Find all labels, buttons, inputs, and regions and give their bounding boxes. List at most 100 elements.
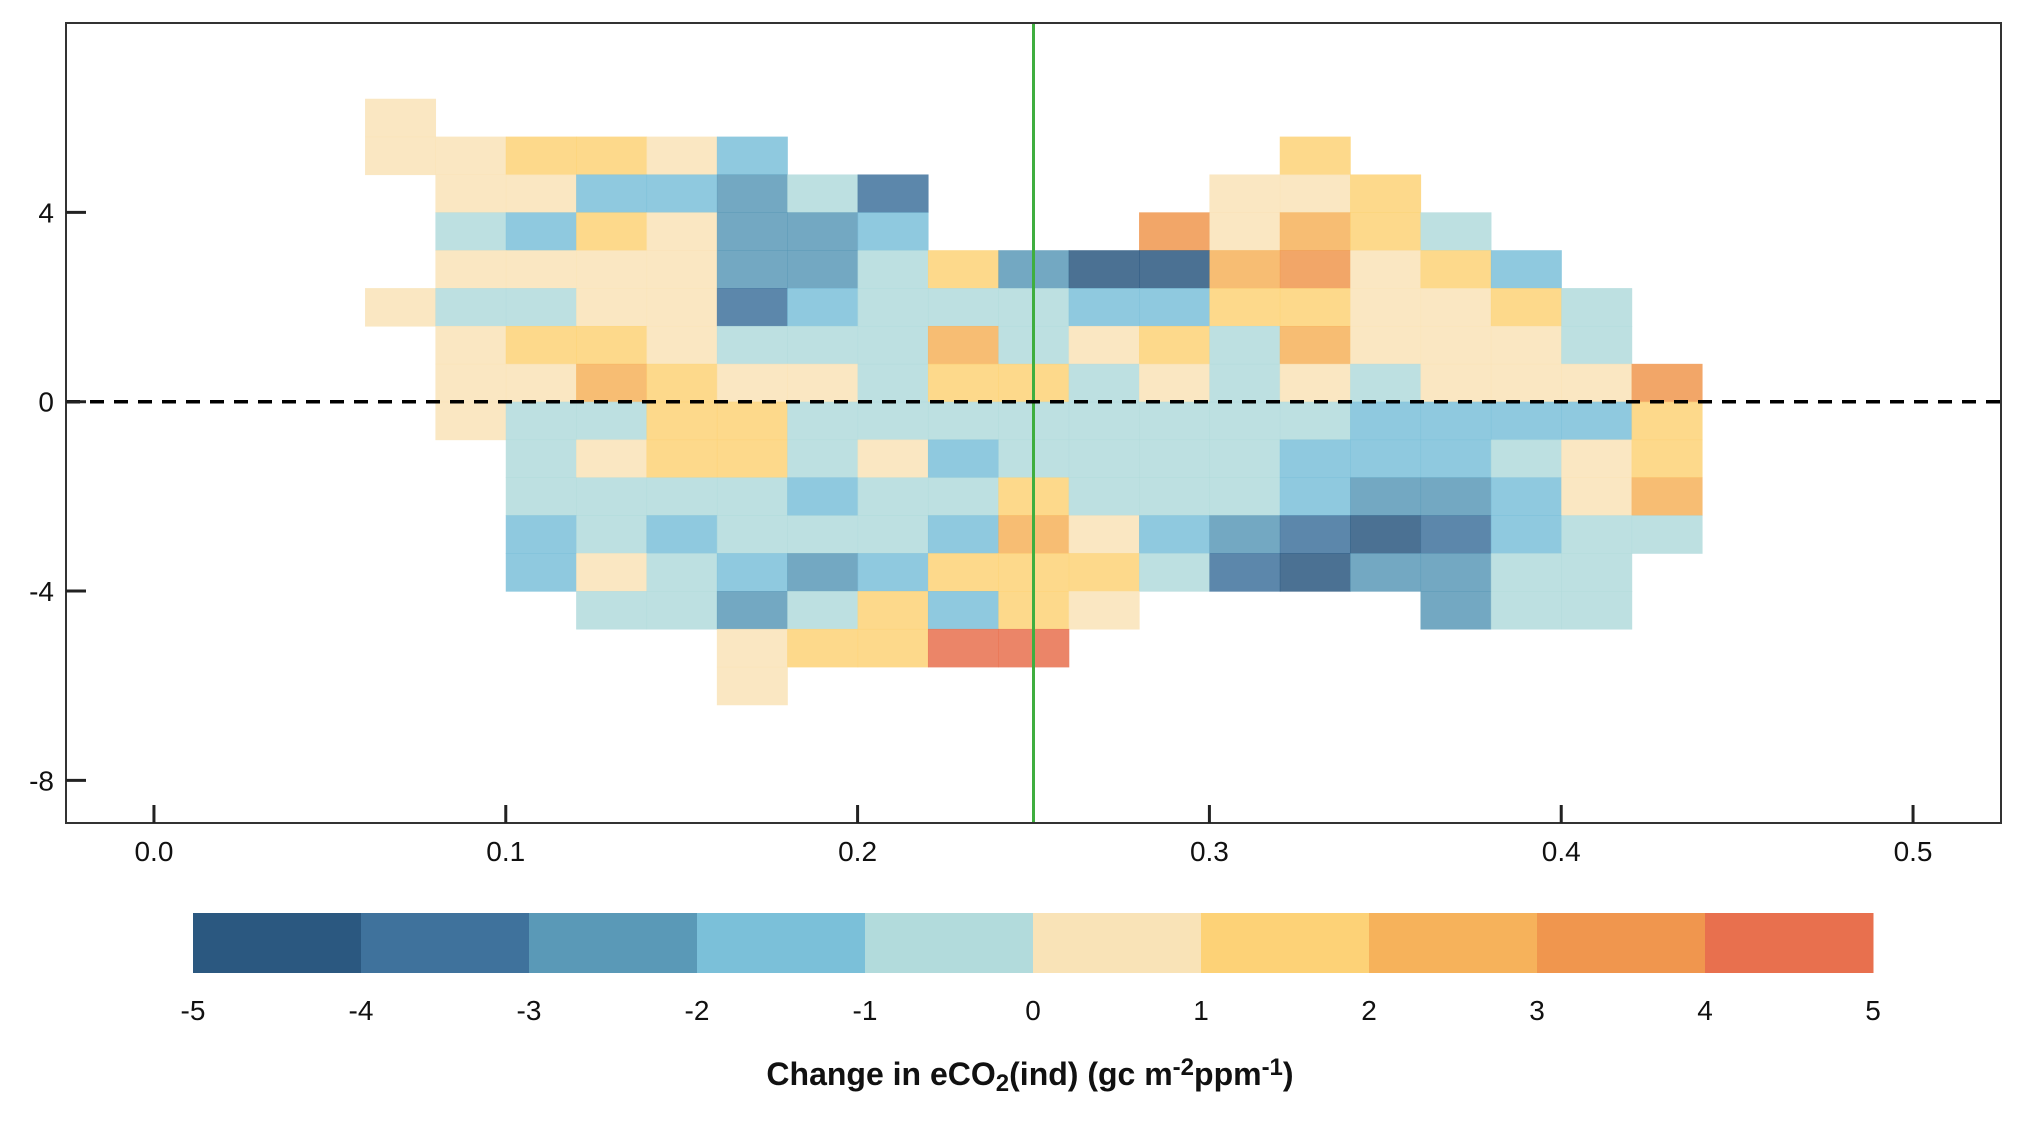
heatmap-cell xyxy=(646,439,718,479)
heatmap-cell xyxy=(1490,250,1562,289)
colorbar-segment xyxy=(1537,913,1706,973)
heatmap-cell xyxy=(857,628,929,668)
heatmap-cell xyxy=(576,439,648,479)
heatmap-cell xyxy=(857,439,929,479)
y-tick-label: 0 xyxy=(38,387,54,418)
heatmap-cell xyxy=(716,515,788,554)
heatmap-cell xyxy=(1279,401,1351,441)
heatmap-cell xyxy=(1279,439,1351,479)
heatmap-cell xyxy=(1350,401,1422,441)
heatmap-cell xyxy=(576,401,648,441)
plot-frame xyxy=(65,22,2002,824)
heatmap-cell xyxy=(1350,174,1422,213)
heatmap-cell xyxy=(1561,288,1633,327)
heatmap-cell xyxy=(716,174,788,213)
heatmap-cell xyxy=(505,439,577,479)
colorbar-ticks: -5 -4 -3 -2 -1 0 1 2 3 4 5 xyxy=(181,995,1881,1026)
colorbar-segment xyxy=(865,913,1034,973)
heatmap-cell xyxy=(1139,288,1211,327)
colorbar-segment xyxy=(1369,913,1538,973)
heatmap-cell xyxy=(927,515,999,554)
heatmap-cell xyxy=(1631,401,1703,441)
heatmap-cell xyxy=(857,174,929,213)
colorbar-tick-label: -5 xyxy=(181,995,206,1026)
heatmap-cell xyxy=(716,591,788,630)
heatmap-cell xyxy=(576,250,648,289)
colorbar-title: Change in eCO2(ind) (gc m-2ppm-1) xyxy=(766,1054,1293,1097)
heatmap-cell xyxy=(857,401,929,441)
heatmap-cell xyxy=(435,250,507,289)
heatmap-cell xyxy=(646,515,718,554)
heatmap-cell xyxy=(1561,439,1633,479)
y-tick-label: 4 xyxy=(38,197,54,228)
heatmap-cell xyxy=(927,477,999,516)
heatmap-cell xyxy=(1209,401,1281,441)
heatmap-cell xyxy=(787,212,859,251)
heatmap-cell xyxy=(1279,363,1351,403)
heatmap-cell xyxy=(646,477,718,516)
heatmap-cell xyxy=(927,288,999,327)
colorbar-tick-label: 5 xyxy=(1865,995,1881,1026)
colorbar: -5 -4 -3 -2 -1 0 1 2 3 4 5 Change in eCO2(ind) (gc… xyxy=(181,913,1881,1097)
heatmap-cell xyxy=(1561,515,1633,554)
heatmap-cell xyxy=(1420,325,1492,365)
heatmap-cell xyxy=(716,136,788,176)
heatmap-cell xyxy=(1139,515,1211,554)
heatmap-cell xyxy=(1350,477,1422,516)
x-axis: 0.0 0.1 0.2 0.3 0.4 0.5 xyxy=(134,805,1933,867)
heatmap-cell xyxy=(435,288,507,327)
heatmap-cell xyxy=(1279,212,1351,251)
heatmap-cell xyxy=(646,250,718,289)
colorbar-title-part: -1 xyxy=(1262,1054,1283,1081)
heatmap-cell xyxy=(505,553,577,592)
heatmap-cell xyxy=(787,325,859,365)
heatmap-cell xyxy=(576,325,648,365)
heatmap-cell xyxy=(1420,477,1492,516)
heatmap-cell xyxy=(1209,212,1281,251)
heatmap-cell xyxy=(646,136,718,176)
heatmap-cell xyxy=(716,477,788,516)
heatmap-cell xyxy=(1139,477,1211,516)
colorbar-tick-label: 4 xyxy=(1697,995,1713,1026)
heatmap-cell xyxy=(1068,553,1140,592)
heatmap-cell xyxy=(1350,439,1422,479)
colorbar-title-part: -2 xyxy=(1173,1054,1194,1081)
heatmap-cell xyxy=(1068,288,1140,327)
heatmap-cell xyxy=(1350,515,1422,554)
heatmap-cell xyxy=(435,212,507,251)
heatmap-cell xyxy=(505,288,577,327)
heatmap-cell xyxy=(1561,325,1633,365)
heatmap-cell xyxy=(1068,250,1140,289)
heatmap-cell xyxy=(576,515,648,554)
heatmap-cell xyxy=(787,591,859,630)
heatmap-cell xyxy=(1350,363,1422,403)
heatmap-cell xyxy=(576,288,648,327)
heatmap-cell xyxy=(1068,401,1140,441)
heatmap-cell xyxy=(716,553,788,592)
heatmap-cell xyxy=(1350,553,1422,592)
heatmap-cell xyxy=(857,288,929,327)
heatmap-cell xyxy=(435,401,507,441)
plot-area: 0.0 0.1 0.2 0.3 0.4 0.5 4 0 -4 -8 xyxy=(29,22,2002,867)
heatmap-cell xyxy=(365,288,437,327)
heatmap-cell xyxy=(1068,515,1140,554)
heatmap-cell xyxy=(716,666,788,706)
heatmap-cell xyxy=(716,250,788,289)
heatmap-cell xyxy=(1631,477,1703,516)
heatmap-cell xyxy=(857,477,929,516)
heatmap-cell xyxy=(365,136,437,176)
heatmap-cell xyxy=(1139,439,1211,479)
heatmap-cell xyxy=(1420,363,1492,403)
heatmap-cell xyxy=(927,325,999,365)
colorbar-tick-label: 3 xyxy=(1529,995,1545,1026)
colorbar-tick-label: 2 xyxy=(1361,995,1377,1026)
heatmap-cell xyxy=(857,591,929,630)
heatmap-cell xyxy=(505,363,577,403)
heatmap-cell xyxy=(505,477,577,516)
heatmap-cell xyxy=(1139,325,1211,365)
heatmap-cell xyxy=(857,363,929,403)
heatmap-cell xyxy=(1490,477,1562,516)
heatmap-cell xyxy=(927,250,999,289)
heatmap-cell xyxy=(857,250,929,289)
heatmap-cell xyxy=(1139,401,1211,441)
